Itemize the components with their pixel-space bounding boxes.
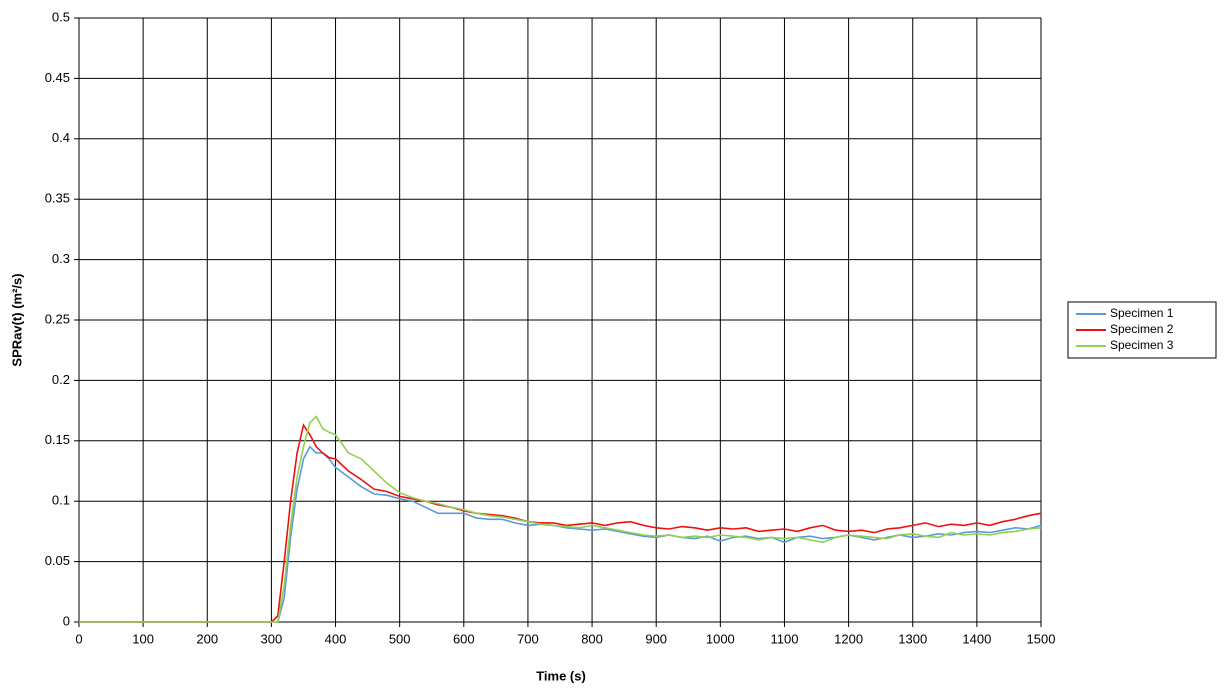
y-tick-label: 0.3: [52, 251, 70, 266]
y-tick-label: 0.4: [52, 130, 70, 145]
x-tick-label: 1100: [770, 631, 798, 646]
x-tick-label: 1400: [962, 631, 991, 646]
x-tick-label: 1500: [1027, 631, 1056, 646]
y-tick-label: 0.45: [45, 70, 70, 85]
x-axis-title: Time (s): [536, 668, 586, 683]
legend-label: Specimen 1: [1110, 306, 1174, 320]
x-tick-label: 1000: [706, 631, 735, 646]
x-tick-label: 600: [453, 631, 475, 646]
x-tick-label: 100: [132, 631, 154, 646]
data-line: [79, 415, 1042, 623]
x-tick-label: 900: [645, 631, 667, 646]
x-tick-label: 200: [196, 631, 218, 646]
data-line: [79, 423, 1042, 623]
legend-label: Specimen 3: [1110, 338, 1174, 352]
y-tick-label: 0.05: [45, 553, 70, 568]
y-tick-label: 0.5: [52, 9, 70, 24]
y-tick-label: 0.25: [45, 311, 70, 326]
legend-label: Specimen 2: [1110, 322, 1174, 336]
x-tick-label: 400: [325, 631, 347, 646]
y-tick-label: 0.35: [45, 191, 70, 206]
y-tick-label: 0: [63, 613, 70, 628]
x-tick-label: 1200: [834, 631, 863, 646]
data-line: [79, 445, 1042, 623]
x-tick-label: 700: [517, 631, 539, 646]
y-tick-label: 0.15: [45, 432, 70, 447]
x-tick-label: 800: [581, 631, 603, 646]
y-axis-title: SPRav(t) (m²/s): [9, 273, 24, 366]
x-tick-label: 500: [389, 631, 411, 646]
y-tick-label: 0.1: [52, 493, 70, 508]
x-tick-label: 0: [75, 631, 82, 646]
y-tick-label: 0.2: [52, 372, 70, 387]
x-tick-label: 300: [261, 631, 283, 646]
x-tick-label: 1300: [898, 631, 927, 646]
